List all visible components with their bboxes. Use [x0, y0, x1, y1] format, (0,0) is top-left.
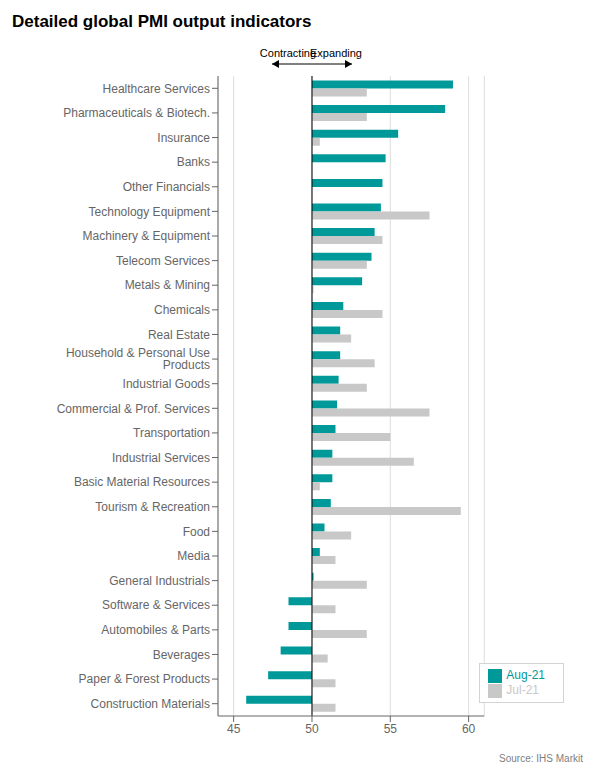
svg-text:Basic Material Resources: Basic Material Resources [74, 475, 210, 489]
svg-text:60: 60 [462, 722, 476, 736]
svg-text:Insurance: Insurance [157, 131, 210, 145]
svg-text:Food: Food [183, 525, 210, 539]
svg-text:General Industrials: General Industrials [109, 574, 210, 588]
svg-text:Software & Services: Software & Services [102, 598, 210, 612]
html-text:Source: IHS Markit: Source: IHS Markit [499, 753, 583, 764]
svg-text:Tourism & Recreation: Tourism & Recreation [95, 500, 210, 514]
svg-text:Media: Media [177, 549, 210, 563]
svg-text:Transportation: Transportation [133, 426, 210, 440]
svg-text:45: 45 [227, 722, 241, 736]
html-text:Detailed global PMI output ind: Detailed global PMI output indicators [12, 12, 312, 31]
svg-text:Real Estate: Real Estate [148, 328, 210, 342]
svg-text:Paper & Forest Products: Paper & Forest Products [79, 672, 210, 686]
svg-text:Other Financials: Other Financials [123, 180, 210, 194]
svg-text:Industrial Goods: Industrial Goods [123, 377, 210, 391]
svg-text:Construction Materials: Construction Materials [91, 697, 210, 711]
html-text:Aug-21: Aug-21 [506, 668, 545, 683]
svg-text:Industrial Services: Industrial Services [112, 451, 210, 465]
svg-text:Automobiles & Parts: Automobiles & Parts [101, 623, 210, 637]
svg-text:Expanding: Expanding [310, 47, 362, 59]
svg-text:Telecom Services: Telecom Services [116, 254, 210, 268]
svg-text:Metals & Mining: Metals & Mining [125, 278, 210, 292]
svg-text:Contracting: Contracting [260, 47, 316, 59]
svg-text:50: 50 [305, 722, 319, 736]
svg-text:Technology Equipment: Technology Equipment [89, 205, 211, 219]
svg-text:Commercial & Prof. Services: Commercial & Prof. Services [57, 402, 210, 416]
svg-text:Chemicals: Chemicals [154, 303, 210, 317]
svg-text:Household & Personal UseProduc: Household & Personal UseProducts [66, 346, 210, 372]
svg-text:Machinery & Equipment: Machinery & Equipment [83, 229, 211, 243]
svg-text:Banks: Banks [177, 155, 210, 169]
svg-text:Pharmaceuticals & Biotech.: Pharmaceuticals & Biotech. [63, 106, 210, 120]
svg-text:55: 55 [384, 722, 398, 736]
svg-text:Healthcare Services: Healthcare Services [103, 82, 210, 96]
html-text:Jul-21: Jul-21 [506, 683, 539, 698]
svg-text:Beverages: Beverages [153, 648, 210, 662]
